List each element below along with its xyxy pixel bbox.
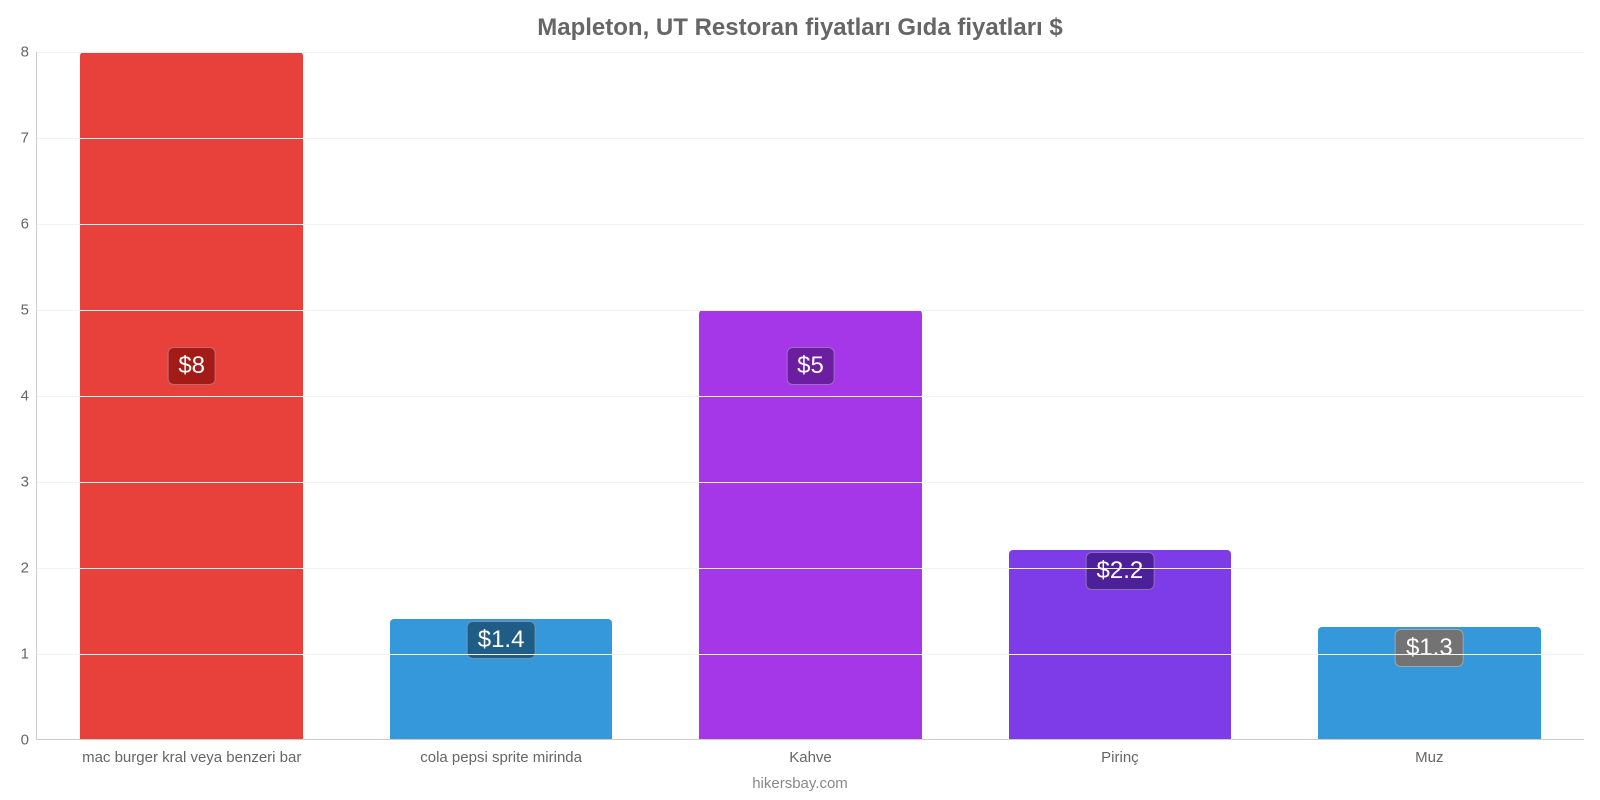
bar: $5 bbox=[699, 310, 922, 739]
x-axis-tick-label: Kahve bbox=[789, 739, 832, 766]
bar: $2.2 bbox=[1009, 550, 1232, 739]
gridline bbox=[37, 568, 1584, 569]
bar: $1.3 bbox=[1318, 627, 1541, 739]
y-axis-tick-label: 4 bbox=[21, 388, 37, 405]
bar: $1.4 bbox=[390, 619, 613, 739]
chart-title: Mapleton, UT Restoran fiyatları Gıda fiy… bbox=[0, 14, 1600, 42]
y-axis-tick-label: 6 bbox=[21, 216, 37, 233]
y-axis-tick-label: 8 bbox=[21, 44, 37, 61]
gridline bbox=[37, 52, 1584, 53]
x-axis-tick-label: Pirinç bbox=[1101, 739, 1139, 766]
y-axis-tick-label: 3 bbox=[21, 474, 37, 491]
gridline bbox=[37, 138, 1584, 139]
gridline bbox=[37, 310, 1584, 311]
x-axis-tick-label: cola pepsi sprite mirinda bbox=[420, 739, 582, 766]
chart-credit: hikersbay.com bbox=[0, 775, 1600, 792]
bar-value-badge: $2.2 bbox=[1086, 552, 1155, 590]
gridline bbox=[37, 654, 1584, 655]
bar-value-badge: $8 bbox=[167, 347, 216, 385]
bar-value-badge: $1.3 bbox=[1395, 629, 1464, 667]
gridline bbox=[37, 482, 1584, 483]
gridline bbox=[37, 224, 1584, 225]
x-axis-tick-label: Muz bbox=[1415, 739, 1443, 766]
price-bar-chart: Mapleton, UT Restoran fiyatları Gıda fiy… bbox=[0, 0, 1600, 800]
y-axis-tick-label: 2 bbox=[21, 560, 37, 577]
y-axis-tick-label: 1 bbox=[21, 646, 37, 663]
gridline bbox=[37, 396, 1584, 397]
y-axis-tick-label: 0 bbox=[21, 732, 37, 749]
bar-value-badge: $5 bbox=[786, 347, 835, 385]
y-axis-tick-label: 7 bbox=[21, 130, 37, 147]
y-axis-tick-label: 5 bbox=[21, 302, 37, 319]
x-axis-tick-label: mac burger kral veya benzeri bar bbox=[82, 739, 301, 766]
bar-value-badge: $1.4 bbox=[467, 621, 536, 659]
plot-area: $8mac burger kral veya benzeri bar$1.4co… bbox=[36, 52, 1584, 740]
